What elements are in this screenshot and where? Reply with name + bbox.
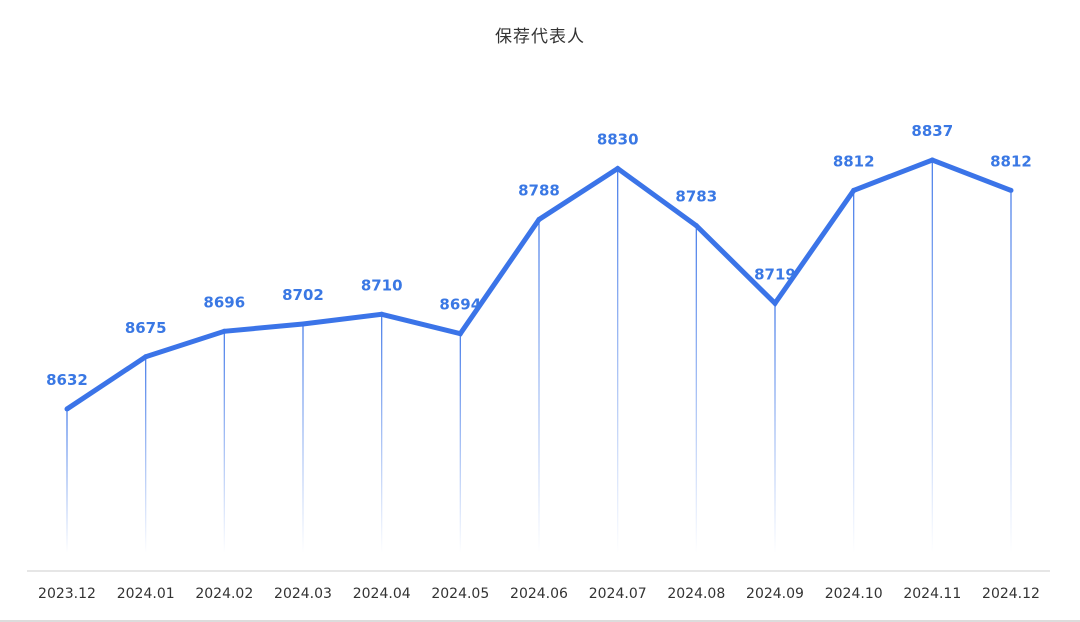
data-label: 8675 [125, 319, 167, 337]
drop-line [145, 356, 147, 553]
data-point [929, 157, 935, 163]
drop-line [853, 190, 855, 553]
x-tick-label: 2024.08 [667, 586, 725, 602]
drop-line [931, 160, 933, 553]
data-point [536, 217, 542, 222]
x-tick-label: 2024.09 [746, 586, 804, 602]
data-label: 8719 [754, 265, 796, 283]
x-tick-label: 2024.01 [117, 586, 175, 602]
data-label: 8694 [439, 296, 481, 314]
x-tick-label: 2024.06 [510, 586, 568, 602]
x-tick-label: 2024.07 [589, 586, 647, 602]
data-point [300, 321, 306, 327]
drop-line [774, 303, 776, 553]
drop-line [695, 225, 697, 553]
drop-line [1010, 190, 1012, 553]
chart-title: 保荐代表人 [495, 27, 585, 47]
data-point [221, 328, 227, 334]
x-tick-label: 2024.04 [353, 586, 411, 602]
data-label: 8702 [282, 286, 324, 304]
x-tick-label: 2024.12 [982, 586, 1040, 602]
data-label: 8783 [675, 188, 717, 206]
x-tick-label: 2024.05 [431, 586, 489, 602]
data-point [379, 311, 385, 317]
data-point [851, 187, 857, 193]
data-point [693, 223, 699, 229]
drop-line [538, 219, 540, 553]
data-point [615, 166, 621, 171]
data-label: 8788 [518, 182, 560, 200]
data-label: 8837 [911, 122, 953, 140]
data-label: 8632 [46, 371, 88, 389]
data-point [143, 354, 149, 360]
drop-line [302, 324, 304, 553]
data-label: 8710 [361, 276, 403, 294]
data-point [1008, 187, 1014, 193]
data-label: 8696 [203, 293, 245, 311]
x-tick-label: 2024.10 [825, 586, 883, 602]
x-tick-label: 2024.02 [195, 586, 253, 602]
drop-line [66, 409, 68, 553]
drop-line [617, 168, 619, 553]
data-point [64, 406, 70, 412]
drop-line [459, 333, 461, 553]
data-label: 8812 [833, 152, 875, 170]
x-tick-label: 2023.12 [38, 586, 96, 602]
data-label: 8812 [990, 152, 1032, 170]
data-point [457, 331, 463, 337]
drop-line [381, 314, 383, 553]
x-tick-label: 2024.11 [903, 586, 961, 602]
drop-line [223, 331, 225, 553]
data-point [772, 300, 778, 306]
x-tick-label: 2024.03 [274, 586, 332, 602]
data-label: 8830 [597, 131, 639, 149]
